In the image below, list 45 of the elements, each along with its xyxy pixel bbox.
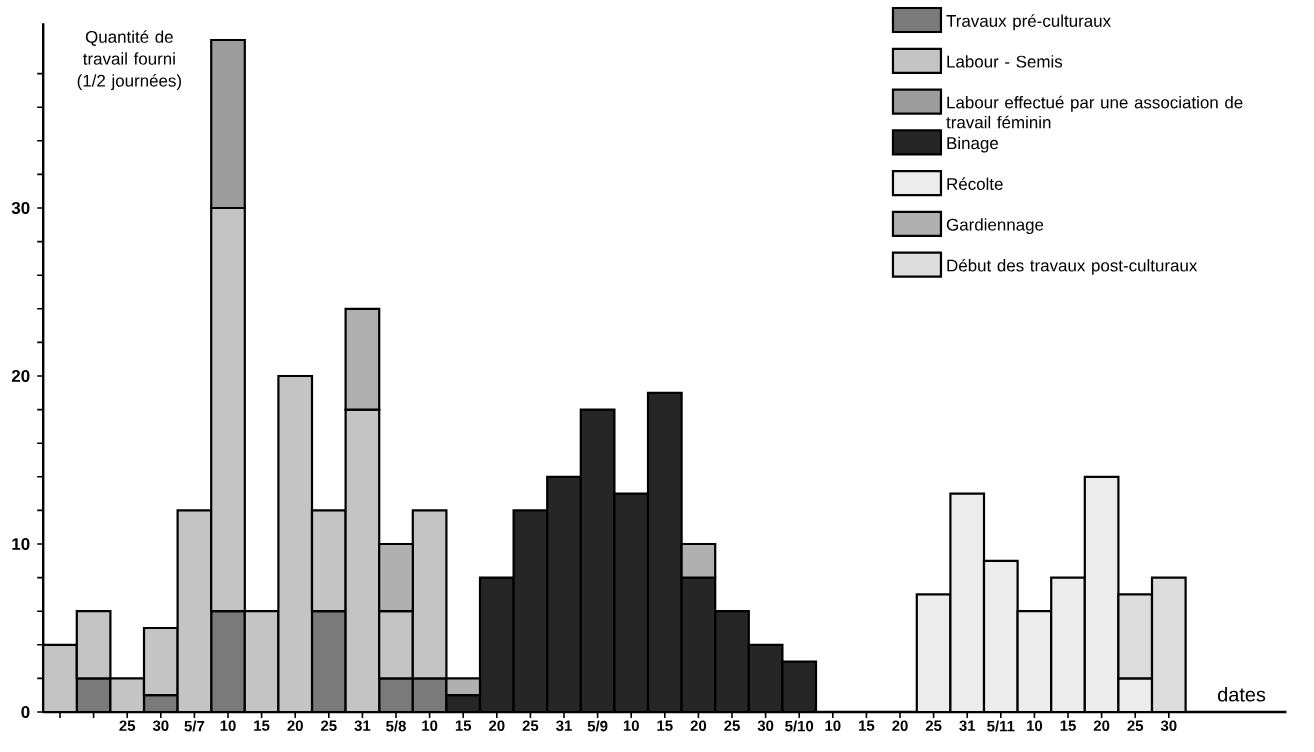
x-tick-label: 31 xyxy=(556,720,572,731)
x-tick-label: 5/7 xyxy=(184,720,205,732)
x-axis-title: dates xyxy=(1218,686,1266,702)
x-tick-label: 10 xyxy=(1027,720,1043,731)
x-tick-label: 10 xyxy=(825,720,841,731)
x-tick-label: 25 xyxy=(1127,720,1144,731)
x-tick-label: 25 xyxy=(925,720,942,731)
x-tick-label: 25 xyxy=(522,720,539,731)
y-tick-label: 20 xyxy=(11,370,30,382)
legend-label: Gardiennage xyxy=(946,218,1044,235)
y-tick-label: 10 xyxy=(12,538,30,550)
x-tick-label: 5/9 xyxy=(587,720,608,732)
x-tick-label: 30 xyxy=(757,720,774,731)
x-tick-label: 25 xyxy=(321,720,337,731)
x-tick-label: 20 xyxy=(1093,720,1110,731)
x-tick-label: 30 xyxy=(1160,720,1177,731)
legend-label: Récolte xyxy=(947,177,1003,190)
x-tick-label: 31 xyxy=(354,720,371,731)
x-tick-label: 20 xyxy=(892,720,908,731)
x-tick-label: 15 xyxy=(859,720,875,731)
y-tick-label: 0 xyxy=(21,706,30,718)
x-tick-label: 15 xyxy=(254,720,270,731)
x-tick-label: 25 xyxy=(724,720,740,731)
legend-label: Labour - Semis xyxy=(947,55,1063,68)
x-tick-label: 10 xyxy=(220,720,236,731)
x-tick-label: 15 xyxy=(455,720,472,731)
x-tick-label: 20 xyxy=(489,720,505,731)
legend-label: Binage xyxy=(947,136,999,153)
x-tick-label: 15 xyxy=(1060,720,1076,731)
y-axis-title: Quantité de travail fourni (1/2 journées) xyxy=(77,30,182,91)
x-tick-label: 20 xyxy=(287,720,303,731)
legend-label: Début des travaux post-culturaux xyxy=(947,258,1198,275)
x-tick-label: 5/8 xyxy=(386,720,406,732)
x-tick-label: 10 xyxy=(422,720,438,731)
x-tick-label: 30 xyxy=(152,720,169,731)
y-tick-label: 30 xyxy=(11,202,30,214)
x-tick-label: 31 xyxy=(959,720,976,731)
x-tick-label: 5/10 xyxy=(785,720,814,732)
legend-label: Labour effectué par une association de travail féminin xyxy=(946,95,1243,129)
x-tick-label: 5/11 xyxy=(987,720,1015,732)
x-tick-label: 15 xyxy=(657,720,673,731)
x-tick-label: 20 xyxy=(690,720,707,731)
legend-label: Travaux pré-culturaux xyxy=(946,14,1111,31)
x-tick-label: 10 xyxy=(623,720,639,731)
x-tick-label: 25 xyxy=(119,720,136,731)
